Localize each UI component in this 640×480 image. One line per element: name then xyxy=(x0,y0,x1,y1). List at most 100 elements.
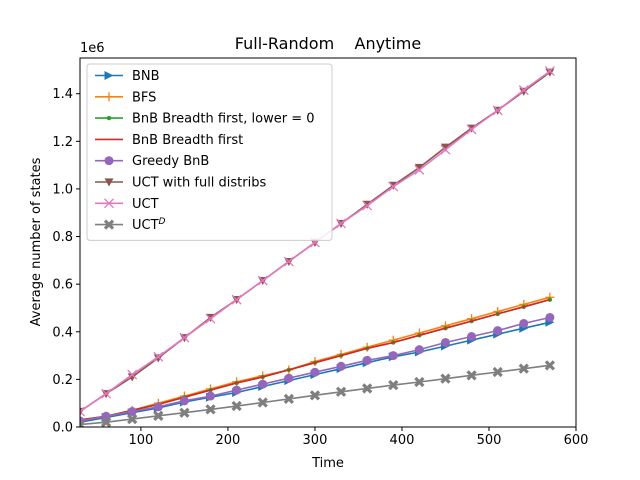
legend-item: BNB xyxy=(95,69,160,84)
data-point xyxy=(414,163,424,173)
legend-label: BnB Breadth first, lower = 0 xyxy=(132,112,315,127)
data-point xyxy=(414,345,424,355)
data-point xyxy=(362,200,373,211)
data-point xyxy=(388,379,399,391)
y-axis: 0.0 0.2 0.4 0.6 0.8 1.0 1.2 1.4 xyxy=(52,87,80,436)
data-point xyxy=(179,407,190,418)
data-point xyxy=(127,369,138,380)
data-point xyxy=(414,376,425,388)
data-point xyxy=(206,391,216,401)
data-point xyxy=(336,218,347,229)
legend-label: UCT with full distribs xyxy=(132,176,266,191)
legend-box xyxy=(86,63,333,241)
data-point xyxy=(100,417,112,427)
y-tick-label: 1.0 xyxy=(52,182,73,197)
y-tick-label: 0.4 xyxy=(52,325,73,340)
data-point xyxy=(492,366,503,378)
x-axis: 100 200 300 400 500 600 xyxy=(128,427,588,448)
data-point xyxy=(519,318,529,328)
data-point xyxy=(310,367,320,377)
data-point xyxy=(519,87,529,96)
data-point xyxy=(388,181,399,192)
data-point xyxy=(518,85,529,96)
x-tick-label: 200 xyxy=(216,433,241,448)
y-tick-label: 0.2 xyxy=(52,373,73,388)
data-point xyxy=(80,406,85,417)
data-point xyxy=(467,332,477,342)
legend-label: Greedy BnB xyxy=(132,154,209,169)
data-point xyxy=(466,124,477,135)
data-point xyxy=(388,351,398,361)
data-point xyxy=(153,351,164,362)
data-point xyxy=(440,337,450,347)
x-axis-label: Time xyxy=(311,456,344,471)
data-point xyxy=(284,373,294,383)
legend-item: UCT with full distribs xyxy=(95,176,266,191)
data-point xyxy=(492,105,503,116)
data-point xyxy=(466,370,477,381)
y-tick-label: 0.8 xyxy=(52,230,73,245)
y-tick-label: 1.4 xyxy=(52,87,73,102)
data-point xyxy=(362,355,372,365)
data-point xyxy=(440,143,450,152)
data-point xyxy=(153,354,163,363)
data-point xyxy=(335,386,347,397)
series-4 xyxy=(80,312,555,426)
legend-label: UCT xyxy=(132,197,159,212)
series-7 xyxy=(80,360,556,427)
data-point xyxy=(309,390,321,401)
x-tick-label: 300 xyxy=(303,433,328,448)
data-point xyxy=(257,275,268,286)
x-tick-label: 500 xyxy=(477,433,502,448)
legend-marker xyxy=(103,219,115,230)
data-point xyxy=(205,404,216,415)
y-tick-label: 0.6 xyxy=(52,278,73,293)
legend-label: UCTD xyxy=(132,217,166,233)
data-point xyxy=(518,363,529,374)
legend-marker xyxy=(104,156,114,166)
legend-item: BFS xyxy=(95,90,156,105)
legend-item: UCT xyxy=(95,197,159,212)
x-tick-label: 600 xyxy=(564,433,589,448)
y-tick-label: 1.2 xyxy=(52,135,73,150)
legend-item: UCTD xyxy=(95,217,166,233)
data-point xyxy=(179,332,190,343)
data-point xyxy=(544,66,555,77)
data-point xyxy=(231,400,242,412)
data-point xyxy=(440,144,451,155)
legend-label: BFS xyxy=(132,90,156,105)
chart-title: Full-Random Anytime xyxy=(235,34,421,53)
data-point xyxy=(205,313,216,324)
legend-item: BnB Breadth first xyxy=(95,133,243,148)
legend-item: BnB Breadth first, lower = 0 xyxy=(95,112,315,127)
legend-marker xyxy=(106,115,112,121)
data-point xyxy=(127,407,137,417)
legend-label: BnB Breadth first xyxy=(132,133,243,148)
data-point xyxy=(232,385,242,395)
plot-area-frame xyxy=(79,57,577,428)
data-point xyxy=(179,396,189,406)
data-point xyxy=(283,256,294,267)
legend-marker xyxy=(104,198,114,209)
y-scale-label: 1e6 xyxy=(80,41,105,56)
y-tick-label: 0.0 xyxy=(52,421,73,436)
data-point xyxy=(153,410,164,421)
data-point xyxy=(283,393,294,405)
legend: BNB BFS BnB Breadth first, lower = 0 BnB Br… xyxy=(86,63,333,241)
data-point xyxy=(231,294,242,305)
x-tick-label: 400 xyxy=(390,433,415,448)
legend-label: BNB xyxy=(132,69,160,84)
data-point xyxy=(153,402,163,412)
legend-marker xyxy=(104,92,114,102)
data-point xyxy=(101,388,112,399)
legend-marker xyxy=(104,178,114,187)
data-point xyxy=(545,312,555,322)
data-point xyxy=(362,383,373,394)
y-axis-label: Average number of states xyxy=(29,157,44,326)
data-point xyxy=(440,373,451,384)
data-point xyxy=(493,326,503,336)
data-point xyxy=(414,164,425,175)
data-point xyxy=(544,360,556,371)
legend-item: Greedy BnB xyxy=(95,154,209,169)
